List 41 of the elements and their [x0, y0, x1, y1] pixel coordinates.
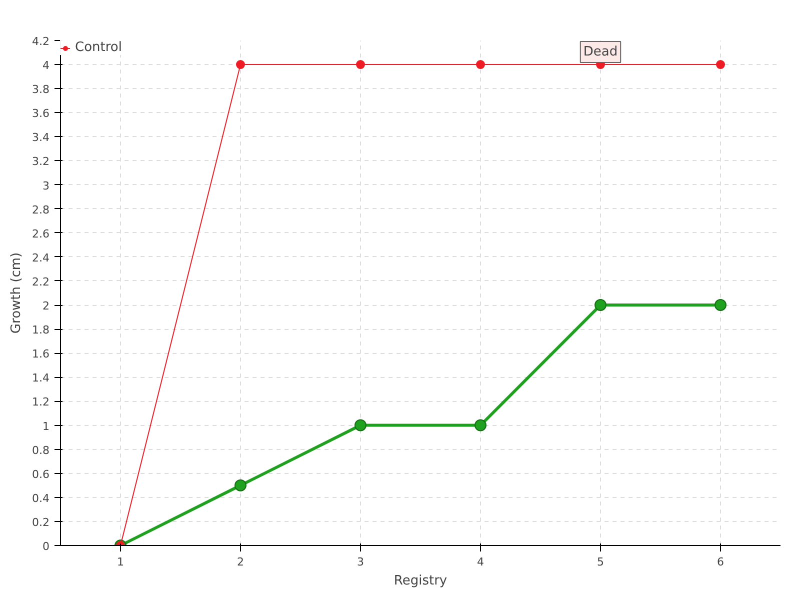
point [714, 299, 726, 312]
x-tick-label: 5 [597, 556, 604, 568]
x-tick-label: 3 [357, 556, 364, 568]
point [474, 419, 486, 432]
y-tick-label: 2.4 [32, 251, 50, 264]
y-tick-label: 3.6 [32, 107, 50, 120]
point [354, 419, 366, 432]
y-tick-label: 1.2 [32, 396, 50, 409]
y-tick-label: 2.8 [32, 203, 50, 216]
y-axis-title: Growth (cm) [9, 252, 24, 334]
y-tick-label: 4.2 [32, 35, 50, 48]
y-tick-label: 3 [42, 179, 50, 192]
x-tick-label: 1 [117, 556, 124, 568]
x-axis-title: Registry [394, 574, 448, 588]
y-tick-label: 1 [42, 420, 50, 433]
y-tick-label: 3.4 [32, 131, 50, 144]
y-tick-label: 3.8 [32, 83, 50, 96]
point [356, 60, 365, 70]
y-tick-label: 0 [42, 540, 50, 553]
legend-label: Control [75, 40, 122, 55]
point [594, 299, 606, 312]
point [236, 60, 245, 70]
y-tick-label: 1.8 [32, 324, 50, 337]
y-tick-label: 2 [42, 300, 50, 313]
x-tick-label: 4 [477, 556, 484, 568]
point [716, 60, 725, 70]
y-tick-label: 0.4 [32, 492, 50, 505]
y-tick-label: 1.4 [32, 372, 50, 385]
point [234, 479, 246, 492]
y-tick-label: 3.2 [32, 155, 50, 168]
x-tick-label: 2 [237, 556, 244, 568]
point [476, 60, 485, 70]
y-tick-label: 2.6 [32, 227, 50, 240]
x-tick-label: 6 [717, 556, 724, 568]
annotation: Dead [583, 44, 618, 60]
y-tick-label: 1.6 [32, 348, 50, 361]
y-tick-label: 0.6 [32, 468, 50, 481]
y-tick-label: 2.2 [32, 275, 50, 288]
y-tick-label: 4 [42, 59, 50, 72]
y-tick-label: 0.8 [32, 444, 50, 457]
y-tick-label: 0.2 [32, 516, 50, 529]
